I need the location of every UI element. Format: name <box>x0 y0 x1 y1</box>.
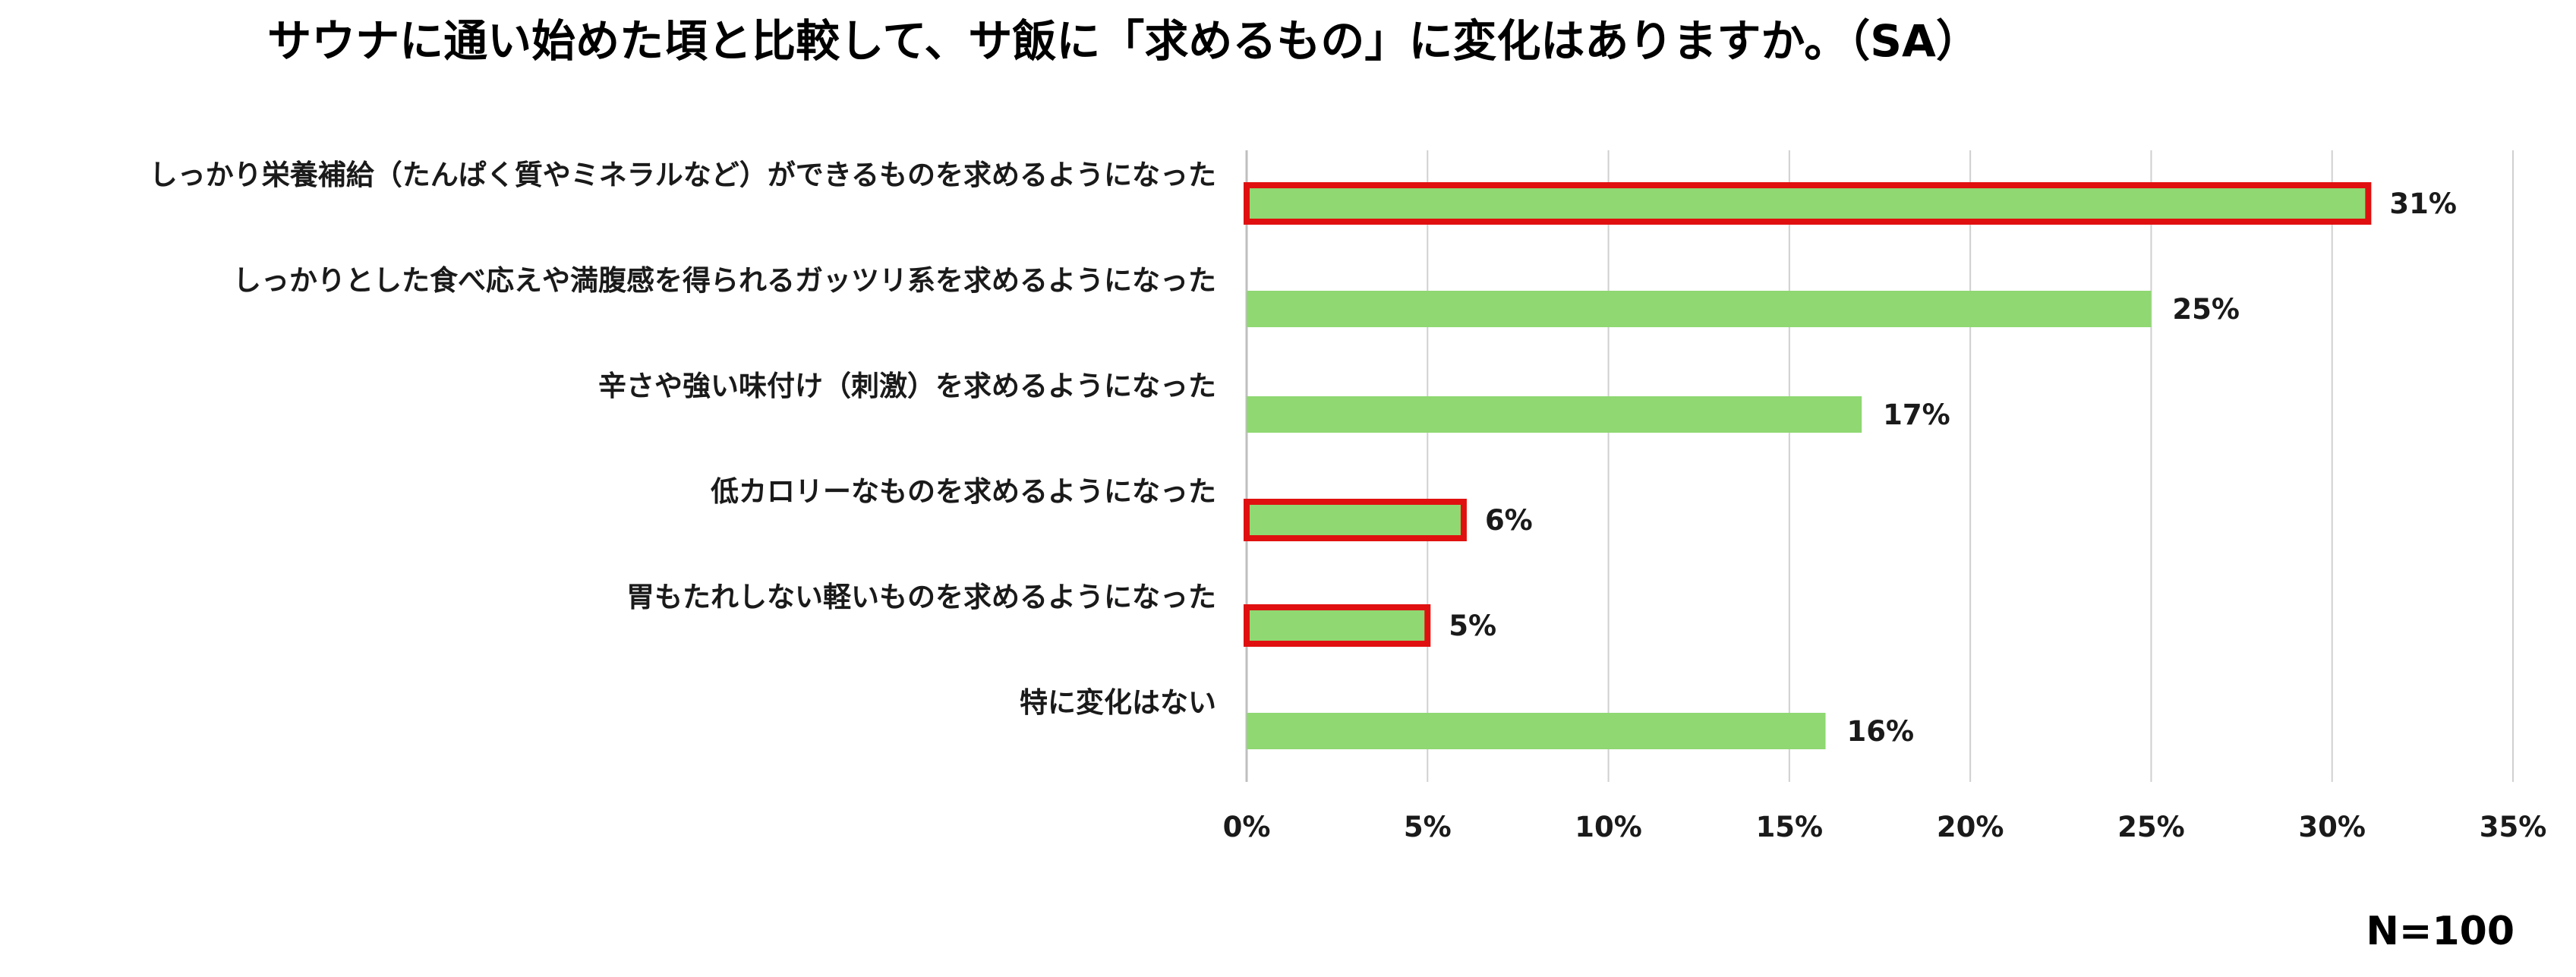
category-label: しっかり栄養補給（たんぱく質やミネラルなど）ができるものを求めるようになった <box>150 159 1216 191</box>
x-axis-ticks: 0% 5% 10% 15% 20% 25% 30% 35% <box>1223 811 2547 843</box>
x-tick-label: 0% <box>1223 811 1271 843</box>
x-tick-label: 25% <box>2117 811 2185 843</box>
value-label: 25% <box>2172 293 2240 326</box>
grid-layer <box>1245 150 2514 782</box>
category-label: 胃もたれしない軽いものを求めるようになった <box>626 581 1216 613</box>
x-tick-label: 35% <box>2480 811 2547 843</box>
category-labels: しっかり栄養補給（たんぱく質やミネラルなど）ができるものを求めるようになったしっ… <box>150 159 1216 719</box>
category-label: 低カロリーなものを求めるようになった <box>711 475 1216 508</box>
bar-highlighted <box>1244 182 2372 225</box>
bars-layer: 31% 25% 17% 6% 5% 16% <box>1244 182 2457 749</box>
x-tick-label: 5% <box>1404 811 1452 843</box>
sample-size-note: N=100 <box>2366 909 2515 954</box>
bar-highlighted <box>1244 499 1467 541</box>
category-label: 特に変化はない <box>1020 686 1216 719</box>
bar-highlighted <box>1244 604 1431 647</box>
value-label: 16% <box>1847 715 1915 748</box>
bar <box>1247 713 1826 749</box>
value-label: 17% <box>1883 399 1950 431</box>
value-label: 31% <box>2389 188 2457 220</box>
x-tick-label: 15% <box>1756 811 1824 843</box>
value-label: 6% <box>1485 504 1533 537</box>
category-label: 辛さや強い味付け（刺激）を求めるようになった <box>598 370 1216 402</box>
bar <box>1247 396 1862 433</box>
x-tick-label: 10% <box>1575 811 1642 843</box>
x-tick-label: 30% <box>2298 811 2366 843</box>
x-tick-label: 20% <box>1937 811 2004 843</box>
chart-title: サウナに通い始めた頃と比較して、サ飯に「求めるもの」に変化はありますか。（SA） <box>267 15 1980 67</box>
value-label: 5% <box>1449 610 1496 642</box>
category-label: しっかりとした食べ応えや満腹感を得られるガッツリ系を求めるようになった <box>233 264 1216 297</box>
bar <box>1247 291 2152 327</box>
